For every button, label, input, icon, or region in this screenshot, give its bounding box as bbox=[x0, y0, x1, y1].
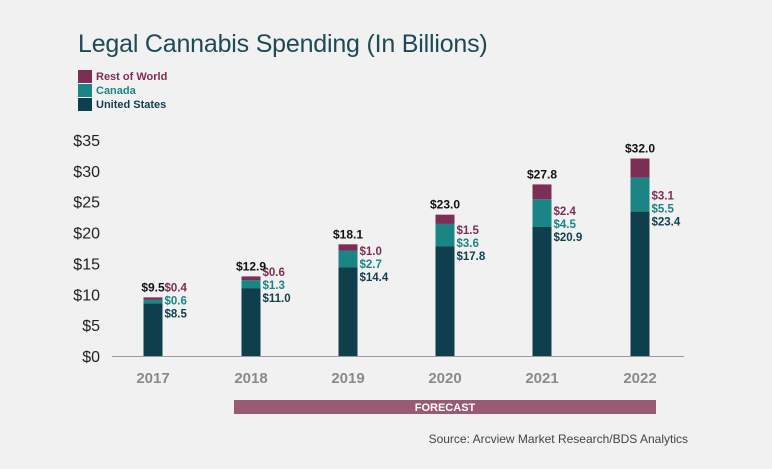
bar-segment-rest-of-world bbox=[143, 297, 163, 300]
legend-swatch-canada bbox=[78, 84, 92, 97]
y-tick-label: $10 bbox=[73, 287, 100, 304]
y-tick-label: $5 bbox=[82, 318, 100, 335]
total-label: $12.9 bbox=[236, 259, 266, 273]
bar-segment-canada bbox=[241, 280, 261, 289]
data-label: $1.0 bbox=[360, 246, 382, 258]
data-label: $0.4 bbox=[165, 283, 188, 295]
legend-swatch-united-states bbox=[78, 98, 92, 111]
total-label: $27.8 bbox=[527, 167, 557, 181]
bar-segment-canada bbox=[338, 250, 358, 268]
data-label: $14.4 bbox=[360, 272, 389, 284]
bar-segment-rest-of-world bbox=[241, 276, 261, 281]
x-tick-label: 2022 bbox=[623, 370, 656, 387]
x-tick-label: 2020 bbox=[428, 370, 461, 387]
y-tick-label: $30 bbox=[73, 164, 100, 181]
y-tick-label: $15 bbox=[73, 256, 100, 273]
data-label: $1.3 bbox=[263, 280, 285, 292]
legend-item-canada: Canada bbox=[78, 84, 167, 97]
y-tick-label: $0 bbox=[82, 349, 100, 366]
bar-segment-united-states bbox=[241, 288, 261, 356]
bar-segment-rest-of-world bbox=[630, 158, 650, 178]
bar-segment-canada bbox=[435, 223, 455, 247]
data-label: $2.7 bbox=[360, 259, 382, 271]
forecast-label: FORECAST bbox=[415, 402, 476, 414]
chart-title: Legal Cannabis Spending (In Billions) bbox=[78, 30, 488, 58]
data-label: $3.6 bbox=[457, 238, 479, 250]
legend-label-rest-of-world: Rest of World bbox=[96, 70, 168, 83]
bar-segment-canada bbox=[532, 199, 552, 228]
data-label: $2.4 bbox=[554, 206, 577, 218]
data-label: $3.1 bbox=[652, 191, 675, 203]
data-label: $0.6 bbox=[165, 296, 187, 308]
y-tick-label: $25 bbox=[73, 195, 100, 212]
data-label: $11.0 bbox=[263, 293, 291, 305]
x-tick-label: 2017 bbox=[136, 370, 169, 387]
source-note: Source: Arcview Market Research/BDS Anal… bbox=[428, 432, 688, 446]
legend-item-united-states: United States bbox=[78, 98, 167, 111]
data-label: $8.5 bbox=[165, 309, 188, 321]
total-label: $9.5 bbox=[141, 280, 165, 294]
x-tick-label: 2019 bbox=[331, 370, 364, 387]
legend-swatch-rest-of-world bbox=[78, 70, 92, 83]
total-label: $32.0 bbox=[625, 142, 655, 156]
bar-segment-united-states bbox=[143, 303, 163, 356]
data-label: $0.6 bbox=[263, 267, 285, 279]
bar-segment-canada bbox=[143, 299, 163, 304]
bar-segment-canada bbox=[630, 177, 650, 212]
bar-segment-united-states bbox=[630, 211, 650, 356]
bar-segment-united-states bbox=[435, 246, 455, 356]
y-tick-label: $20 bbox=[73, 226, 100, 243]
legend-label-canada: Canada bbox=[96, 84, 136, 97]
forecast-bar bbox=[234, 400, 656, 414]
data-label: $5.5 bbox=[652, 204, 675, 216]
x-tick-label: 2018 bbox=[234, 370, 267, 387]
bar-segment-united-states bbox=[338, 267, 358, 356]
bar-segment-united-states bbox=[532, 227, 552, 356]
total-label: $23.0 bbox=[430, 198, 460, 212]
legend-item-rest-of-world: Rest of World bbox=[78, 70, 167, 83]
y-tick-label: $35 bbox=[73, 133, 100, 150]
total-label: $18.1 bbox=[333, 227, 363, 241]
data-label: $23.4 bbox=[652, 217, 681, 229]
data-label: $17.8 bbox=[457, 251, 486, 263]
bar-segment-rest-of-world bbox=[435, 214, 455, 224]
data-label: $4.5 bbox=[554, 219, 577, 231]
chart-legend: Rest of World Canada United States bbox=[78, 70, 167, 112]
data-label: $20.9 bbox=[554, 232, 583, 244]
legend-label-united-states: United States bbox=[96, 98, 167, 111]
bar-segment-rest-of-world bbox=[338, 244, 358, 251]
data-label: $1.5 bbox=[457, 225, 480, 237]
bar-segment-rest-of-world bbox=[532, 184, 552, 200]
x-tick-label: 2021 bbox=[525, 370, 558, 387]
